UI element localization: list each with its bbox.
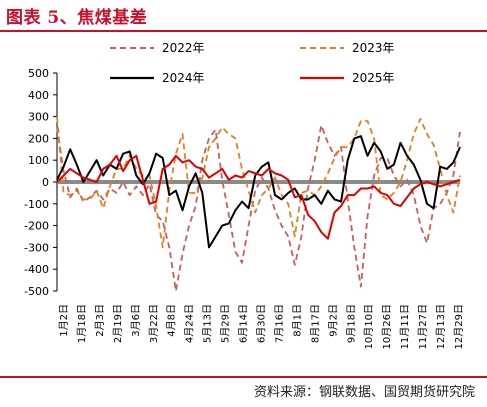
x-tick-label: 9月18日	[345, 304, 357, 343]
y-tick-label: 300	[28, 111, 49, 124]
y-tick-label: -400	[24, 263, 49, 276]
x-tick-label: 4月24日	[184, 304, 196, 343]
chart-title: 图表 5、焦煤基差	[6, 8, 148, 28]
source-note: 资料来源：钢联数据、国贸期货研究院	[253, 385, 475, 400]
x-tick-label: 5月13日	[202, 304, 214, 343]
legend-label-2: 2023年	[352, 41, 395, 55]
y-tick-label: -500	[24, 285, 49, 298]
x-tick-label: 10月10日	[363, 304, 375, 349]
source-rule	[0, 376, 487, 378]
y-tick-label: 100	[28, 154, 49, 167]
series-line-1	[56, 124, 461, 292]
y-tick-label: -100	[24, 198, 49, 211]
basis-line-chart: 500 400 300 200 100 0 -100 -200 -300 -400 -500 1月2…	[24, 41, 465, 349]
x-tick-label: 1月18日	[76, 304, 88, 343]
x-tick-label: 12月29日	[453, 304, 465, 349]
x-tick-label: 11月27日	[417, 304, 429, 349]
x-tick-label: 8月17日	[309, 304, 321, 343]
title-rule	[0, 30, 487, 32]
x-tick-label: 7月16日	[273, 304, 285, 343]
x-tick-label: 5月29日	[220, 304, 232, 343]
x-tick-label: 8月1日	[291, 304, 303, 337]
x-tick-label: 6月30日	[256, 304, 268, 343]
x-tick-label: 1月2日	[58, 304, 70, 337]
x-tick-label: 4月8日	[166, 304, 178, 337]
x-tick-label: 3月22日	[148, 304, 160, 343]
y-tick-label: 400	[28, 89, 49, 102]
x-tick-label: 9月2日	[327, 304, 339, 337]
x-tick-label: 2月19日	[112, 304, 124, 343]
x-tick-label: 6月14日	[238, 304, 250, 343]
x-tick-label: 2月3日	[94, 304, 106, 337]
x-tick-label: 3月6日	[130, 304, 142, 337]
series-line-2	[56, 116, 461, 249]
y-tick-label: -300	[24, 241, 49, 254]
y-tick-label: 0	[42, 176, 49, 189]
x-tick-label: 11月11日	[399, 304, 411, 349]
legend-label-1: 2022年	[162, 41, 205, 55]
x-tick-label: 10月26日	[381, 304, 393, 349]
y-tick-label: 200	[28, 132, 49, 145]
x-tick-label: 12月13日	[435, 304, 447, 349]
y-tick-label: 500	[28, 67, 49, 80]
legend-label-4: 2025年	[352, 71, 395, 85]
series-line-3	[56, 135, 461, 249]
legend-label-3: 2024年	[162, 71, 205, 85]
series-line-4	[56, 154, 461, 240]
y-tick-label: -200	[24, 220, 49, 233]
